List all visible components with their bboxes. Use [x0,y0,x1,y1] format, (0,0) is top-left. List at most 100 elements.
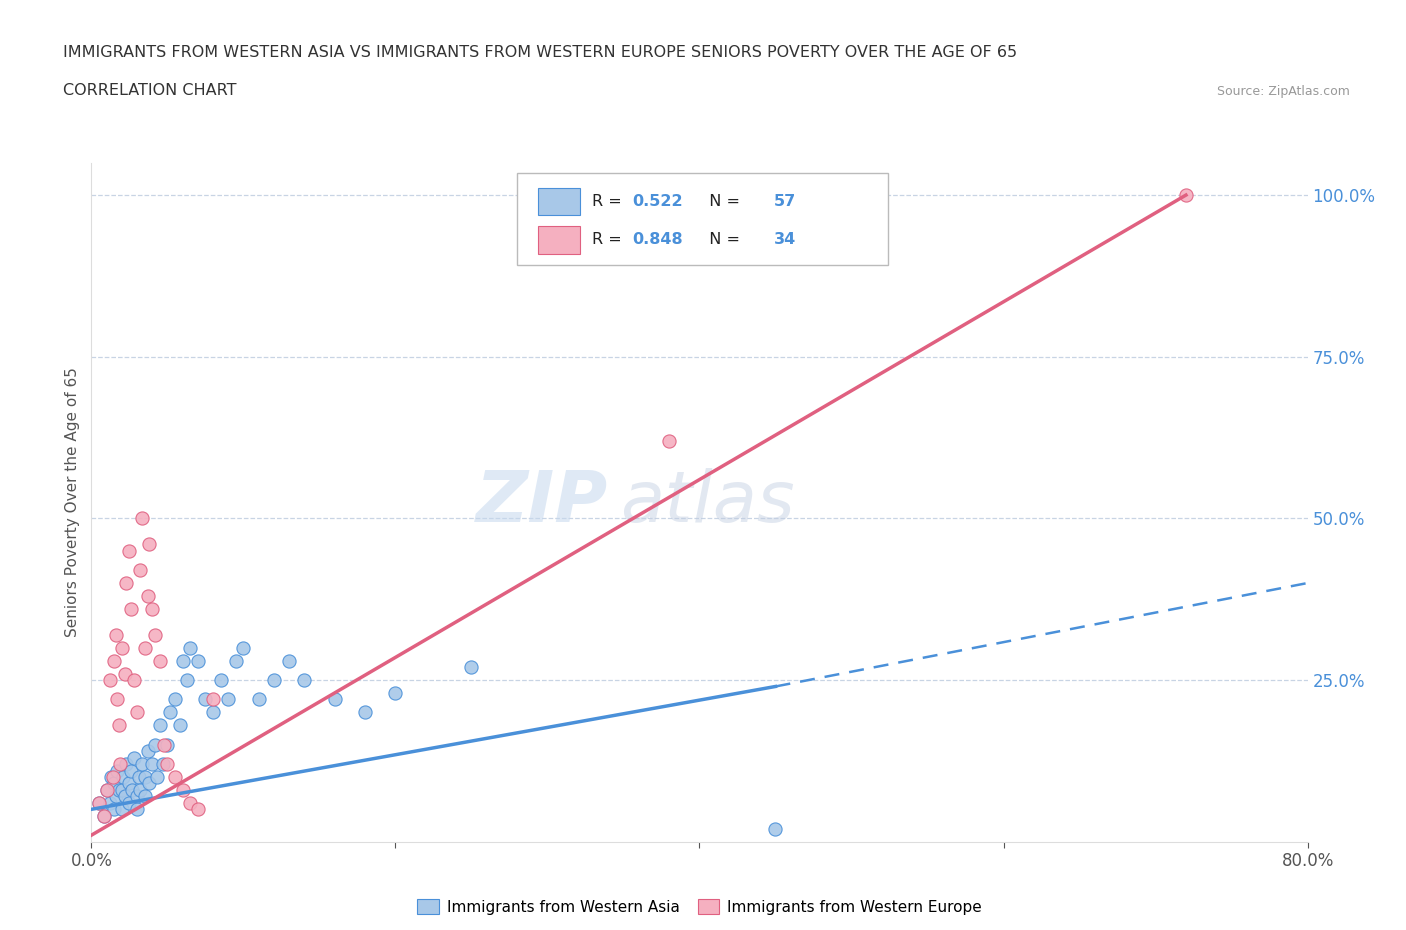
Point [172,782,194,797]
Point [87,795,110,810]
Text: N =: N = [699,232,745,247]
Point [172,653,194,668]
Point [209,672,232,687]
Point [225,653,247,668]
Point [122,672,145,687]
Point [145,769,167,784]
Point [98,672,121,687]
Point [96,782,118,797]
FancyBboxPatch shape [537,226,581,254]
Point [125,789,148,804]
Point [115,757,138,772]
Point [114,666,136,681]
Point [163,769,186,784]
Point [134,789,156,804]
Point [278,653,301,668]
Point [141,757,163,772]
Point [114,789,136,804]
Point [384,685,406,700]
Point [107,782,129,797]
Point [103,776,125,790]
Point [118,776,141,790]
Point [179,640,201,655]
Point [179,795,201,810]
Point [104,789,127,804]
Point [122,751,145,765]
Y-axis label: Seniors Poverty Over the Age of 65: Seniors Poverty Over the Age of 65 [65,367,80,637]
Text: 0.848: 0.848 [633,232,683,247]
Point [125,705,148,720]
Point [263,672,285,687]
Point [120,764,142,778]
Point [112,769,135,784]
Text: ZIP: ZIP [477,468,609,537]
Point [129,563,152,578]
Point [354,705,377,720]
Point [101,769,124,784]
Point [292,672,315,687]
Point [152,757,174,772]
Point [187,802,209,817]
Point [103,802,125,817]
Point [1174,188,1197,203]
Point [658,433,681,448]
Point [138,776,160,790]
Point [156,757,179,772]
Point [187,653,209,668]
Point [163,692,186,707]
Point [143,737,166,752]
Point [149,718,172,733]
Point [134,769,156,784]
Point [87,795,110,810]
Text: 57: 57 [773,194,796,209]
Point [129,782,152,797]
Text: R =: R = [592,232,627,247]
Point [136,744,159,759]
Point [138,537,160,551]
Point [169,718,191,733]
Point [93,808,115,823]
Point [202,705,225,720]
Point [460,659,482,674]
Point [217,692,239,707]
Point [100,769,122,784]
Point [141,602,163,617]
Point [104,628,127,643]
Point [131,511,153,525]
Point [323,692,346,707]
Text: Source: ZipAtlas.com: Source: ZipAtlas.com [1216,85,1350,98]
Point [98,795,121,810]
Point [105,764,128,778]
Point [247,692,270,707]
Point [156,737,179,752]
Point [232,640,254,655]
Legend: Immigrants from Western Asia, Immigrants from Western Europe: Immigrants from Western Asia, Immigrants… [409,892,990,923]
Point [111,640,134,655]
Text: atlas: atlas [620,468,794,537]
Text: 0.522: 0.522 [633,194,683,209]
Point [125,802,148,817]
Text: IMMIGRANTS FROM WESTERN ASIA VS IMMIGRANTS FROM WESTERN EUROPE SENIORS POVERTY O: IMMIGRANTS FROM WESTERN ASIA VS IMMIGRAN… [63,46,1018,60]
Point [107,718,129,733]
Text: R =: R = [592,194,627,209]
Point [765,821,787,836]
Point [96,782,118,797]
Point [118,543,141,558]
Point [128,769,150,784]
Point [103,653,125,668]
FancyBboxPatch shape [517,173,889,265]
Point [105,692,128,707]
Point [153,737,176,752]
Point [143,628,166,643]
Point [134,640,156,655]
Point [149,653,172,668]
Point [118,795,141,810]
Point [110,757,132,772]
Point [93,808,115,823]
Point [120,602,142,617]
Text: CORRELATION CHART: CORRELATION CHART [63,83,236,98]
Point [111,782,134,797]
FancyBboxPatch shape [537,188,581,216]
Point [131,757,153,772]
Text: N =: N = [699,194,745,209]
